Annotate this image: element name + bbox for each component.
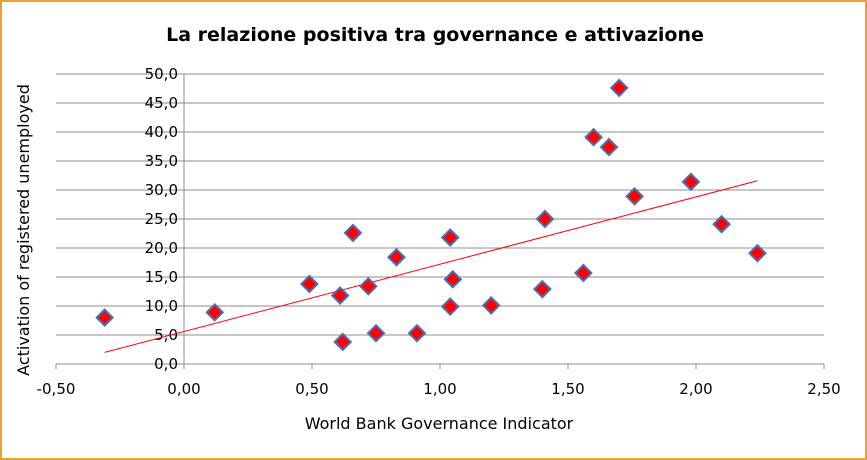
x-tick-label: 0,00 — [167, 380, 200, 398]
data-point — [681, 172, 701, 192]
data-point — [330, 286, 350, 305]
data-points — [95, 78, 767, 352]
y-axis-label: Activation of registered unemployed — [14, 84, 33, 376]
data-point — [440, 228, 460, 247]
data-point — [443, 269, 463, 289]
data-point — [95, 308, 115, 328]
data-point — [609, 78, 629, 98]
gridlines — [55, 73, 825, 369]
y-tick-label: 25,0 — [145, 210, 178, 228]
data-point — [573, 263, 593, 283]
data-point — [343, 223, 363, 243]
x-tick-label: 1,00 — [423, 380, 456, 398]
data-point — [748, 243, 767, 263]
trendline-group — [104, 180, 758, 353]
x-axis-ticks: -0,50 0,00 0,50 1,00 1,50 2,00 2,50 — [37, 380, 841, 398]
x-tick-label: -0,50 — [37, 380, 76, 398]
x-axis-label: World Bank Governance Indicator — [305, 414, 574, 433]
x-tick-label: 2,00 — [679, 380, 712, 398]
data-point — [407, 323, 427, 343]
trendline — [104, 180, 758, 353]
x-tick-label: 0,50 — [295, 380, 328, 398]
y-tick-label: 35,0 — [145, 152, 178, 170]
y-tick-label: 30,0 — [145, 181, 178, 199]
data-point — [584, 127, 604, 147]
y-tick-label: 5,0 — [154, 326, 178, 344]
data-point — [440, 297, 460, 316]
data-point — [358, 276, 378, 296]
data-point — [333, 332, 353, 352]
chart-title: La relazione positiva tra governance e a… — [166, 24, 704, 46]
data-point — [481, 296, 501, 315]
y-tick-label: 0,0 — [154, 355, 178, 373]
data-point — [300, 274, 319, 294]
data-point — [599, 137, 619, 157]
data-point — [535, 209, 555, 229]
y-tick-label: 40,0 — [145, 123, 178, 141]
y-tick-label: 50,0 — [145, 65, 178, 83]
y-tick-label: 45,0 — [145, 94, 178, 112]
y-tick-label: 10,0 — [145, 297, 178, 315]
data-point — [205, 302, 225, 322]
y-tick-label: 15,0 — [145, 268, 178, 286]
y-tick-label: 20,0 — [145, 239, 178, 257]
data-point — [532, 279, 552, 299]
x-tick-label: 2,50 — [807, 380, 840, 398]
data-point — [387, 247, 406, 267]
y-axis-ticks: 0,0 5,0 10,0 15,0 20,0 25,0 30,0 35,0 40,0 45,0 50… — [145, 65, 178, 373]
data-point — [625, 186, 644, 206]
data-point — [712, 214, 732, 234]
data-point — [366, 323, 386, 343]
x-tick-label: 1,50 — [551, 380, 584, 398]
